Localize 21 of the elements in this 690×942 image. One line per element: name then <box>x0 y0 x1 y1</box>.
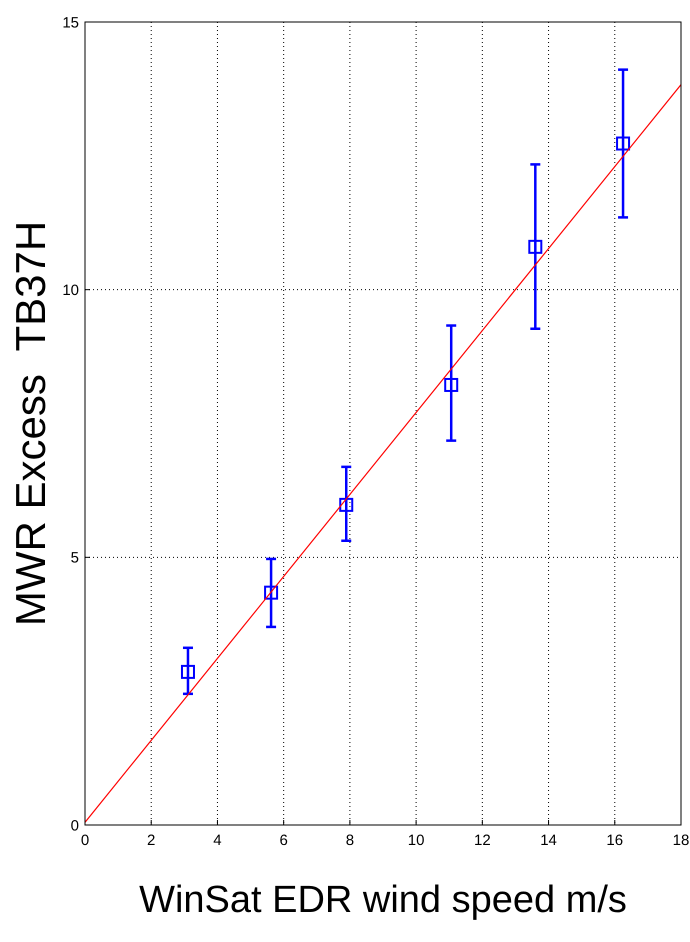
x-tick-label: 18 <box>672 832 690 849</box>
x-tick-label: 14 <box>540 832 557 849</box>
point <box>528 240 542 254</box>
x-tick-label: 2 <box>147 832 156 849</box>
x-tick-label: 12 <box>474 832 491 849</box>
x-tick-label: 6 <box>279 832 288 849</box>
x-tick-label: 4 <box>213 832 222 849</box>
y-axis-title: MWR Excess TB37H <box>7 220 54 626</box>
point <box>180 664 195 679</box>
point <box>444 378 458 392</box>
point <box>264 586 278 600</box>
y-tick-label: 15 <box>62 14 79 32</box>
point <box>616 136 630 151</box>
x-tick-label: 8 <box>346 832 354 849</box>
y-tick-label: 5 <box>70 550 79 567</box>
x-tick-label: 16 <box>606 832 624 849</box>
y-tick-label: 10 <box>62 282 79 299</box>
point <box>339 498 354 512</box>
x-tick-label: 10 <box>408 832 424 849</box>
x-axis-title: WinSat EDR wind speed m/s <box>139 879 627 921</box>
y-tick-label: 0 <box>70 817 79 834</box>
